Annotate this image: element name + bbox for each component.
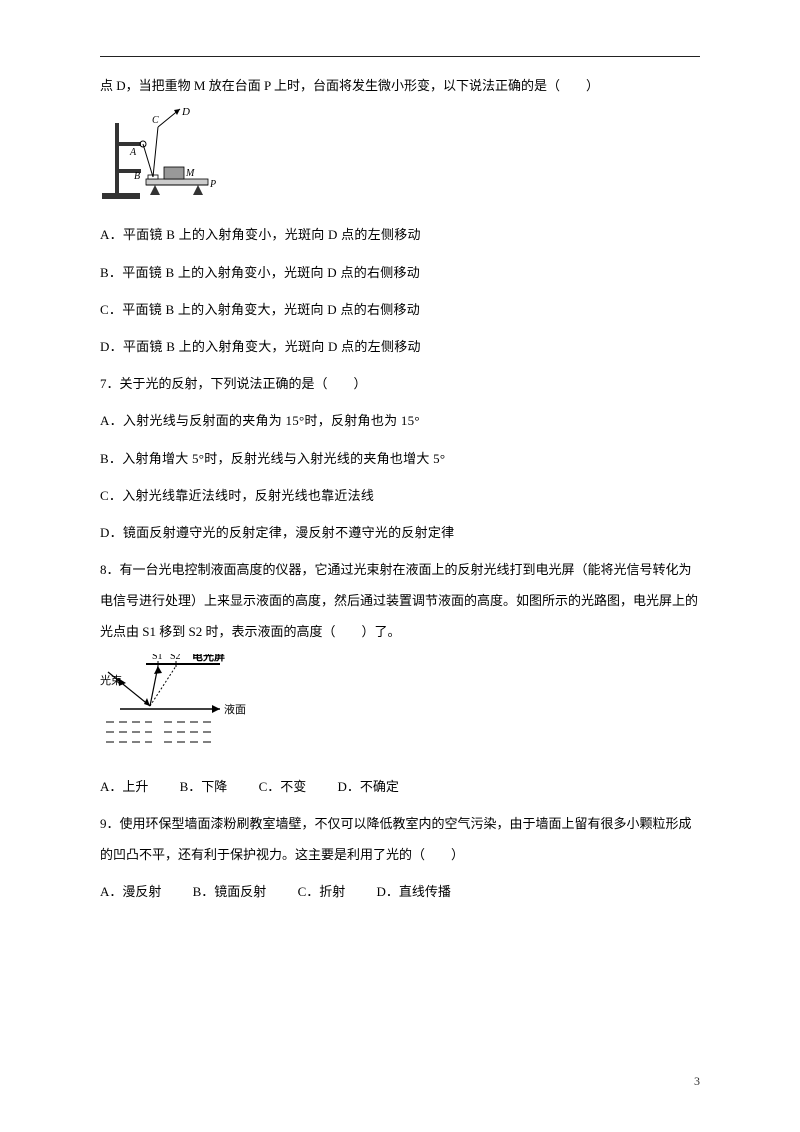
q6-option-d: D．平面镜 B 上的入射角变大，光斑向 D 点的左侧移动 (100, 331, 700, 362)
q9-option-d: D．直线传播 (376, 884, 450, 899)
ray-bc (153, 127, 158, 177)
label-p: P (209, 179, 216, 190)
label-b: B (134, 171, 140, 182)
ray-ab (143, 144, 153, 177)
label-s1: S1 (152, 654, 163, 662)
q7-option-d: D．镜面反射遵守光的反射定律，漫反射不遵守光的反射定律 (100, 517, 700, 548)
table-leg-1 (150, 185, 160, 195)
q8-figure: S1 S2 电光屏 光束 液面 (100, 654, 700, 765)
page: 点 D，当把重物 M 放在台面 P 上时，台面将发生微小形变，以下说法正确的是（… (0, 0, 800, 1132)
table-p (146, 179, 208, 185)
ray-arrow (174, 109, 180, 115)
q8-option-a: A．上升 (100, 779, 148, 794)
q8-option-d: D．不确定 (337, 779, 398, 794)
q9-option-c: C．折射 (298, 884, 346, 899)
q6-intro: 点 D，当把重物 M 放在台面 P 上时，台面将发生微小形变，以下说法正确的是（… (100, 70, 700, 101)
q7-option-b: B．入射角增大 5°时，反射光线与入射光线的夹角也增大 5° (100, 443, 700, 474)
q8-option-b: B．下降 (180, 779, 228, 794)
label-d: D (181, 107, 190, 118)
stand-pole (115, 123, 119, 195)
label-surface: 液面 (224, 702, 246, 716)
page-number: 3 (694, 1067, 700, 1096)
label-c: C (152, 115, 159, 126)
top-rule (100, 56, 700, 57)
q7-option-c: C．入射光线靠近法线时，反射光线也靠近法线 (100, 480, 700, 511)
q6-option-b: B．平面镜 B 上的入射角变小，光斑向 D 点的右侧移动 (100, 257, 700, 288)
q6-option-a: A．平面镜 B 上的入射角变小，光斑向 D 点的左侧移动 (100, 219, 700, 250)
table-leg-2 (193, 185, 203, 195)
q7-stem: 7．关于光的反射，下列说法正确的是（ ） (100, 368, 700, 399)
q8-option-c: C．不变 (259, 779, 307, 794)
stand-base (102, 193, 140, 199)
label-a: A (129, 147, 137, 158)
mass-m (164, 167, 184, 179)
q6-figure: A B C D M P (100, 107, 700, 213)
label-s2: S2 (170, 654, 181, 662)
q9-options: A．漫反射 B．镜面反射 C．折射 D．直线传播 (100, 876, 700, 907)
q7-option-a: A．入射光线与反射面的夹角为 15°时，反射角也为 15° (100, 405, 700, 436)
q6-diagram-svg: A B C D M P (100, 107, 220, 202)
q9-option-a: A．漫反射 (100, 884, 161, 899)
q8-stem: 8．有一台光电控制液面高度的仪器，它通过光束射在液面上的反射光线打到电光屏（能将… (100, 554, 700, 648)
clamp-a (119, 142, 141, 146)
label-m: M (185, 168, 195, 179)
q8-diagram-svg: S1 S2 电光屏 光束 液面 (100, 654, 270, 754)
q8-options: A．上升 B．下降 C．不变 D．不确定 (100, 771, 700, 802)
q6-option-c: C．平面镜 B 上的入射角变大，光斑向 D 点的右侧移动 (100, 294, 700, 325)
label-screen: 电光屏 (192, 654, 225, 663)
q9-stem: 9．使用环保型墙面漆粉刷教室墙壁，不仅可以降低教室内的空气污染，由于墙面上留有很… (100, 808, 700, 870)
q9-option-b: B．镜面反射 (193, 884, 267, 899)
